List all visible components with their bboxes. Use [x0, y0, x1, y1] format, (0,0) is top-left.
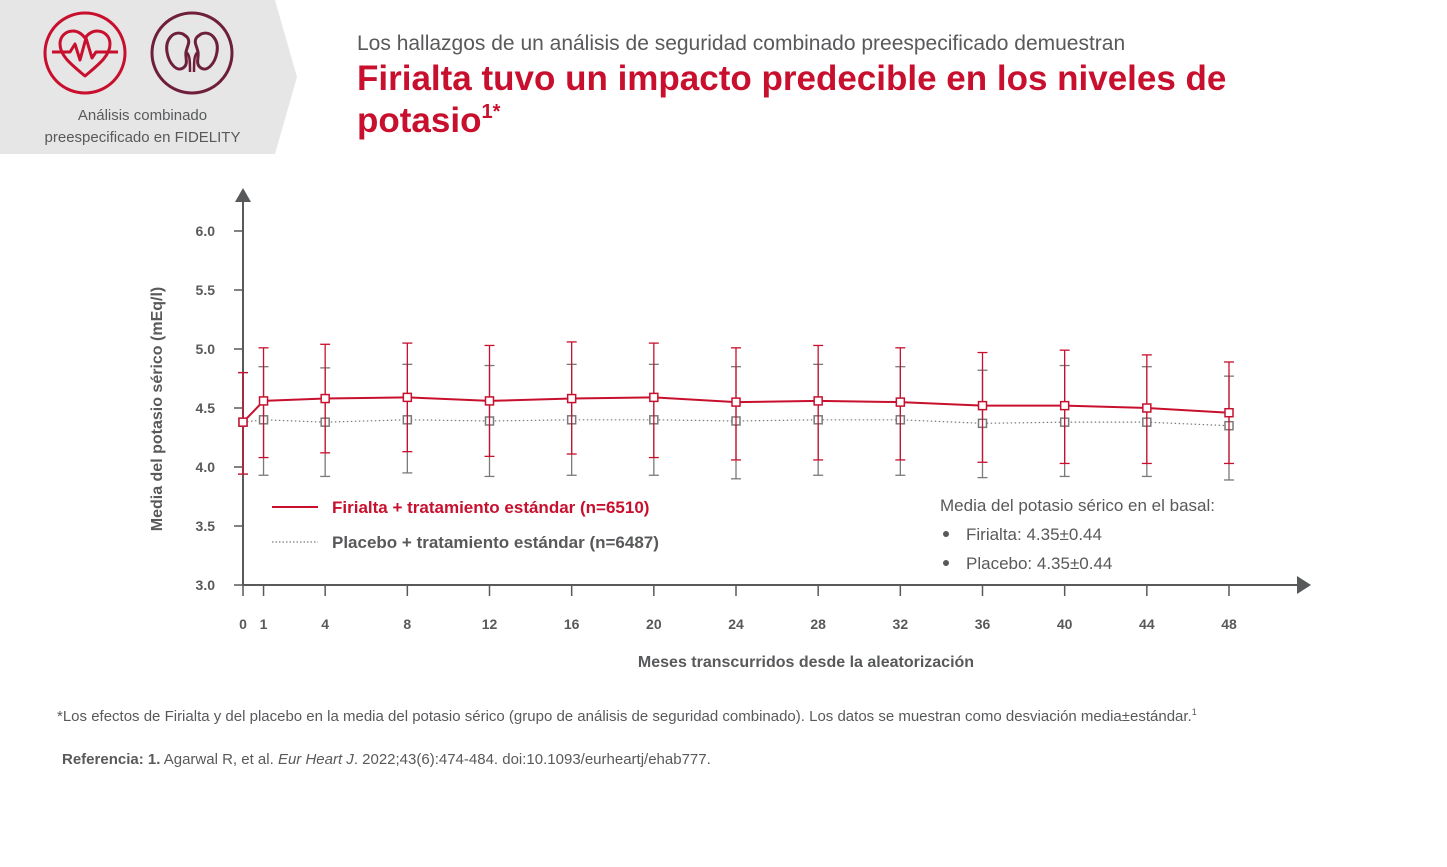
series-line: [242, 419, 1230, 427]
kidneys-icon: [150, 11, 234, 95]
y-tick-label: 5.5: [196, 282, 216, 298]
baseline-info: Media del potasio sérico en el basal: Fi…: [940, 496, 1215, 573]
footnote-superscript: 1: [1191, 707, 1197, 717]
y-axis-label: Media del potasio sérico (mEq/l): [149, 287, 166, 532]
x-tick-label: 36: [975, 616, 991, 632]
y-tick-label: 6.0: [196, 223, 216, 239]
y-axis-arrow-icon: [235, 188, 251, 202]
y-tick-label: 3.0: [196, 577, 216, 593]
x-tick-label: 1: [260, 616, 268, 632]
x-tick-label: 4: [321, 616, 329, 632]
y-tick-label: 4.0: [196, 459, 216, 475]
reference-journal: Eur Heart J: [277, 751, 354, 768]
data-point: [566, 393, 577, 404]
x-tick-label: 20: [646, 616, 662, 632]
x-axis-arrow-icon: [1297, 576, 1311, 594]
data-point: [402, 392, 413, 403]
series-firialta: [238, 341, 1234, 475]
data-point: [813, 396, 823, 406]
data-point: [895, 397, 906, 407]
x-tick-label: 48: [1221, 616, 1237, 632]
reference-label: Referencia: 1.: [62, 751, 161, 768]
reference: Referencia: 1. Agarwal R, et al. Eur Hea…: [62, 751, 711, 768]
y-tick-label: 5.0: [196, 341, 216, 357]
x-tick-label: 28: [810, 616, 826, 632]
x-tick-label: 0: [239, 616, 247, 632]
reference-details: . 2022;43(6):474-484. doi:10.1093/eurhea…: [353, 751, 711, 768]
x-tick-label: 16: [564, 616, 580, 632]
legend-firialta-label: Firialta + tratamiento estándar (n=6510): [332, 498, 649, 517]
x-axis-ticks: 0 1 4 8 12 16 20 24 28 32 36 40 44 48: [239, 585, 1237, 632]
badge-label: Análisis combinado preespecificado en FI…: [0, 105, 285, 149]
y-tick-label: 3.5: [196, 518, 216, 534]
data-point: [484, 396, 495, 406]
baseline-placebo: Placebo: 4.35±0.44: [966, 554, 1112, 573]
x-tick-label: 24: [728, 616, 744, 632]
title-superscript: 1*: [481, 101, 501, 123]
series-line: [242, 396, 1230, 423]
data-point: [649, 392, 659, 403]
data-point: [1059, 400, 1070, 411]
footnote-text: *Los efectos de Firialta y del placebo e…: [57, 708, 1192, 725]
y-axis-ticks: 3.0 3.5 4.0 4.5 5.0 5.5 6.0: [196, 223, 243, 593]
bullet-icon: [943, 560, 949, 566]
reference-authors: Agarwal R, et al.: [160, 751, 278, 768]
chart-legend: Firialta + tratamiento estándar (n=6510)…: [272, 498, 659, 552]
footnote: *Los efectos de Firialta y del placebo e…: [57, 707, 1197, 725]
fidelity-badge: Análisis combinado preespecificado en FI…: [0, 0, 298, 154]
data-point: [238, 417, 248, 427]
page-title-text: Firialta tuvo un impacto predecible en l…: [357, 59, 1227, 140]
badge-background: [0, 0, 297, 154]
data-point: [977, 400, 988, 411]
baseline-title: Media del potasio sérico en el basal:: [940, 496, 1215, 515]
potassium-chart: 3.03.54.04.55.05.56.0 0 1 4 8 12 16 20 24 28 32 36…: [149, 188, 1311, 671]
x-tick-label: 12: [482, 616, 498, 632]
bullet-icon: [943, 531, 949, 537]
baseline-firialta: Firialta: 4.35±0.44: [966, 525, 1102, 544]
legend-placebo-label: Placebo + tratamiento estándar (n=6487): [332, 533, 659, 552]
data-point: [320, 393, 330, 404]
data-point: [731, 397, 741, 407]
x-tick-label: 40: [1057, 616, 1073, 632]
y-tick-label: 4.5: [196, 400, 216, 416]
data-point: [1224, 407, 1234, 418]
page-subtitle: Los hallazgos de un análisis de segurida…: [357, 32, 1126, 55]
heart-rate-icon: [43, 11, 127, 95]
data-point: [1142, 403, 1152, 413]
x-tick-label: 32: [893, 616, 909, 632]
page-title: Firialta tuvo un impacto predecible en l…: [357, 58, 1357, 142]
data-point: [258, 396, 269, 406]
x-tick-label: 44: [1139, 616, 1155, 632]
x-tick-label: 8: [403, 616, 411, 632]
badge-label-line2: preespecificado en FIDELITY: [44, 129, 241, 146]
x-axis-label: Meses transcurridos desde la aleatorizac…: [638, 654, 974, 671]
badge-label-line1: Análisis combinado: [77, 107, 208, 124]
